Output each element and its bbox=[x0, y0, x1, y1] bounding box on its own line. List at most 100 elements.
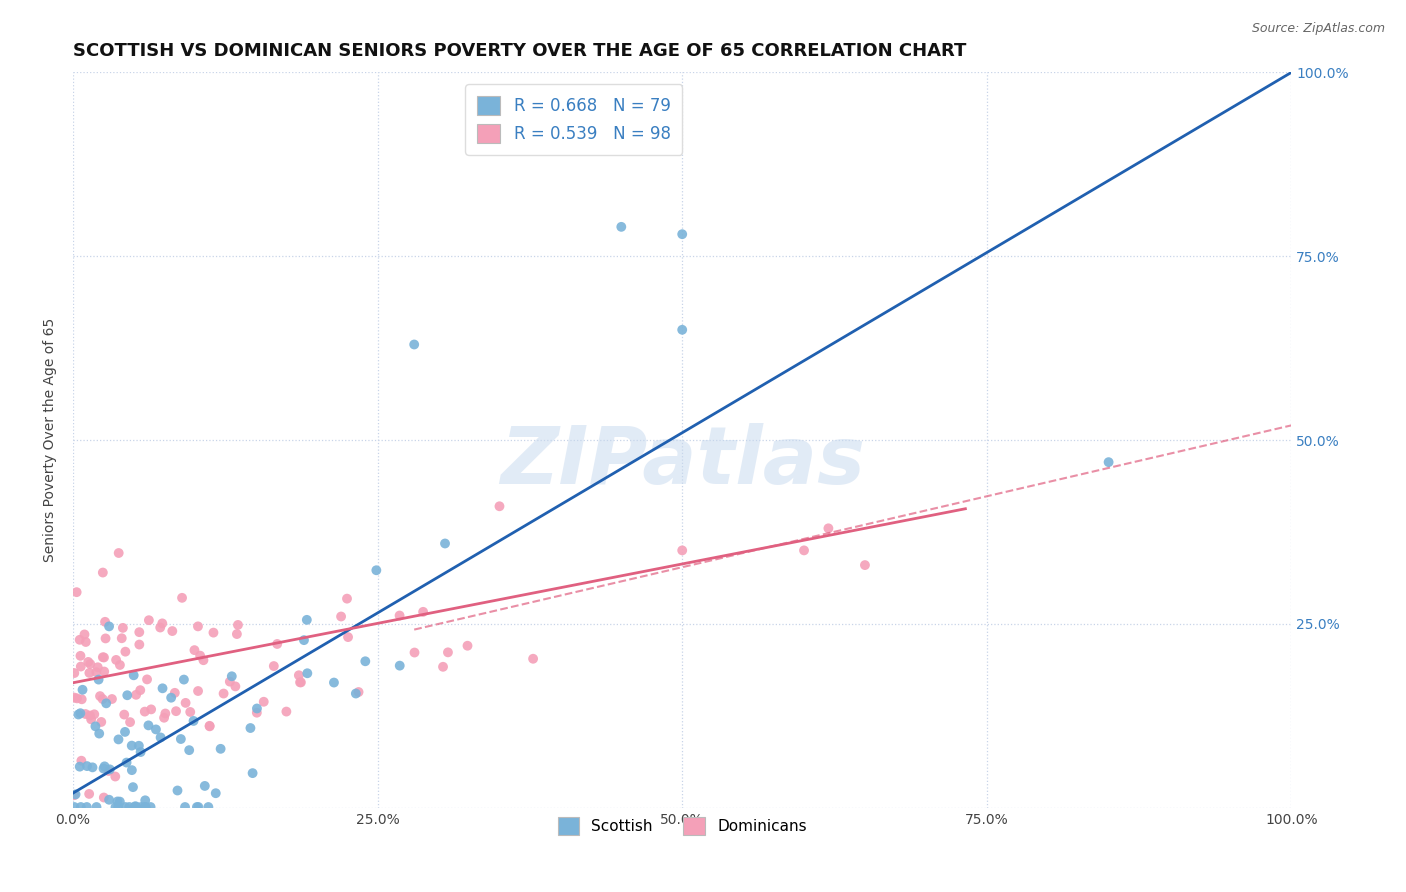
Point bbox=[218, 674, 240, 689]
Point bbox=[98, 793, 121, 807]
Point bbox=[853, 558, 876, 573]
Point bbox=[610, 219, 633, 234]
Point bbox=[69, 800, 91, 814]
Point bbox=[121, 739, 143, 753]
Point bbox=[112, 707, 135, 722]
Point bbox=[163, 686, 186, 700]
Point bbox=[187, 619, 209, 633]
Point bbox=[128, 739, 150, 753]
Point bbox=[226, 618, 249, 632]
Point bbox=[69, 706, 91, 721]
Point bbox=[89, 726, 111, 740]
Point bbox=[193, 653, 215, 667]
Point bbox=[63, 666, 86, 681]
Y-axis label: Seniors Poverty Over the Age of 65: Seniors Poverty Over the Age of 65 bbox=[44, 318, 58, 562]
Point bbox=[253, 695, 276, 709]
Point bbox=[204, 786, 226, 800]
Point bbox=[69, 648, 91, 663]
Point bbox=[138, 613, 160, 627]
Point bbox=[263, 659, 285, 673]
Point bbox=[66, 691, 89, 706]
Point bbox=[104, 770, 127, 784]
Point bbox=[292, 633, 315, 648]
Point bbox=[149, 621, 172, 635]
Point bbox=[67, 707, 90, 722]
Point bbox=[87, 660, 110, 674]
Point bbox=[63, 690, 86, 705]
Point bbox=[94, 632, 117, 646]
Point bbox=[174, 800, 197, 814]
Point bbox=[134, 800, 156, 814]
Point bbox=[73, 627, 96, 641]
Point bbox=[139, 702, 162, 716]
Point bbox=[77, 787, 100, 801]
Point bbox=[82, 760, 104, 774]
Point bbox=[120, 715, 142, 730]
Point bbox=[122, 668, 145, 682]
Point bbox=[83, 707, 105, 722]
Point bbox=[75, 635, 97, 649]
Point bbox=[124, 799, 146, 814]
Point bbox=[76, 759, 98, 773]
Point bbox=[76, 800, 98, 814]
Point bbox=[118, 800, 141, 814]
Point bbox=[105, 653, 128, 667]
Point bbox=[79, 708, 101, 723]
Point bbox=[129, 683, 152, 698]
Point bbox=[91, 692, 114, 706]
Point bbox=[79, 665, 101, 680]
Point bbox=[198, 719, 221, 733]
Point bbox=[138, 718, 160, 732]
Point bbox=[434, 536, 457, 550]
Point bbox=[404, 646, 426, 660]
Point bbox=[108, 795, 131, 809]
Point bbox=[187, 800, 209, 814]
Point bbox=[124, 800, 146, 814]
Point bbox=[86, 800, 108, 814]
Point bbox=[437, 645, 460, 659]
Point bbox=[297, 666, 319, 681]
Point bbox=[160, 690, 183, 705]
Point bbox=[239, 721, 262, 735]
Point bbox=[344, 686, 367, 700]
Point bbox=[242, 766, 264, 780]
Point bbox=[107, 800, 129, 814]
Point bbox=[165, 704, 187, 718]
Point bbox=[69, 759, 91, 773]
Point bbox=[266, 637, 288, 651]
Point bbox=[224, 679, 246, 693]
Point bbox=[91, 650, 114, 665]
Point bbox=[101, 692, 124, 706]
Point bbox=[114, 725, 136, 739]
Point bbox=[432, 660, 454, 674]
Point bbox=[179, 743, 201, 757]
Point bbox=[179, 705, 201, 719]
Point bbox=[122, 780, 145, 794]
Point bbox=[246, 706, 269, 720]
Point bbox=[111, 621, 134, 635]
Point bbox=[288, 675, 311, 690]
Point bbox=[817, 521, 839, 535]
Point bbox=[149, 731, 172, 745]
Point bbox=[388, 608, 411, 623]
Point bbox=[522, 652, 544, 666]
Point bbox=[98, 619, 121, 633]
Point bbox=[150, 616, 173, 631]
Point bbox=[170, 732, 193, 747]
Point bbox=[134, 800, 156, 814]
Point bbox=[155, 706, 177, 721]
Point bbox=[412, 605, 434, 619]
Point bbox=[111, 632, 134, 646]
Point bbox=[93, 762, 115, 776]
Point bbox=[276, 705, 298, 719]
Point bbox=[173, 673, 195, 687]
Point bbox=[197, 800, 219, 814]
Point bbox=[114, 645, 136, 659]
Point bbox=[69, 632, 91, 647]
Point bbox=[186, 800, 208, 814]
Point bbox=[671, 323, 693, 337]
Point bbox=[152, 681, 174, 696]
Point bbox=[187, 684, 209, 698]
Text: SCOTTISH VS DOMINICAN SENIORS POVERTY OVER THE AGE OF 65 CORRELATION CHART: SCOTTISH VS DOMINICAN SENIORS POVERTY OV… bbox=[73, 42, 966, 60]
Point bbox=[87, 673, 110, 687]
